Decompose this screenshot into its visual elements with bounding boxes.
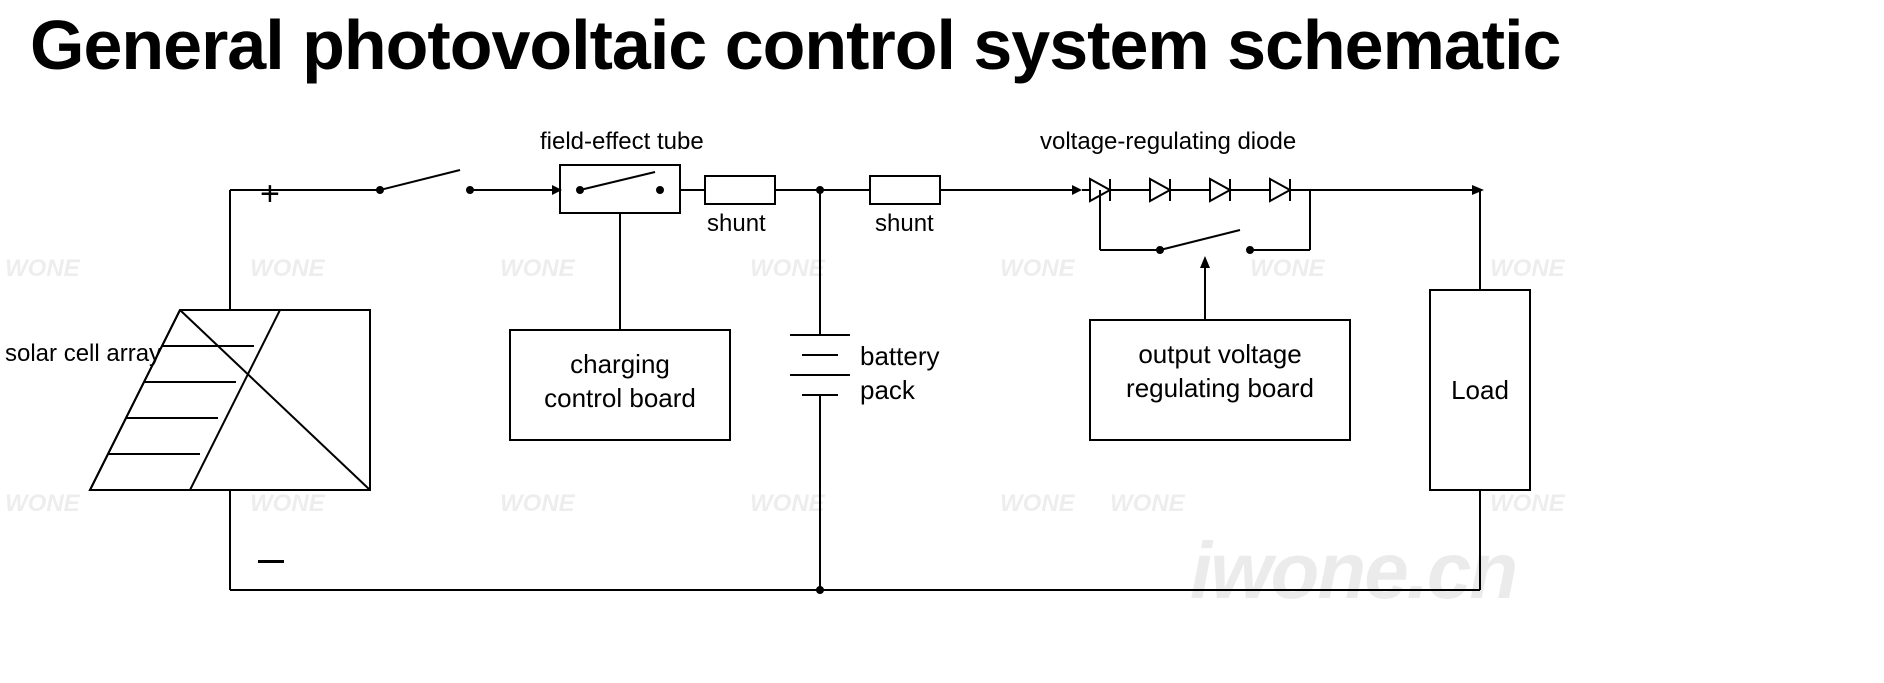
fet-label: field-effect tube — [540, 128, 704, 156]
schematic-canvas: WONEWONEWONEWONEWONEWONEWONEWONEWONEWONE… — [0, 0, 1884, 683]
diode-label: voltage-regulating diode — [1040, 128, 1296, 156]
battery-icon — [790, 190, 850, 590]
shunt2-icon — [870, 176, 940, 204]
bypass-switch-icon — [1100, 190, 1310, 320]
shunt2-label: shunt — [875, 210, 934, 238]
regulating-board-label: output voltage regulating board — [1100, 338, 1340, 406]
shunt1-label: shunt — [707, 210, 766, 238]
solar-array-label: solar cell array — [5, 340, 161, 368]
schematic-svg — [0, 0, 1884, 683]
charging-board-label: charging control board — [520, 348, 720, 416]
battery-label: battery pack — [860, 340, 940, 408]
solar-array-icon — [90, 264, 370, 540]
diode-chain-icon — [1082, 179, 1330, 201]
load-label: Load — [1438, 374, 1522, 408]
inline-switch-icon — [377, 170, 473, 193]
minus-symbol — [258, 560, 284, 563]
plus-symbol: + — [260, 175, 280, 214]
shunt1-icon — [705, 176, 775, 204]
fet-icon — [560, 165, 680, 213]
